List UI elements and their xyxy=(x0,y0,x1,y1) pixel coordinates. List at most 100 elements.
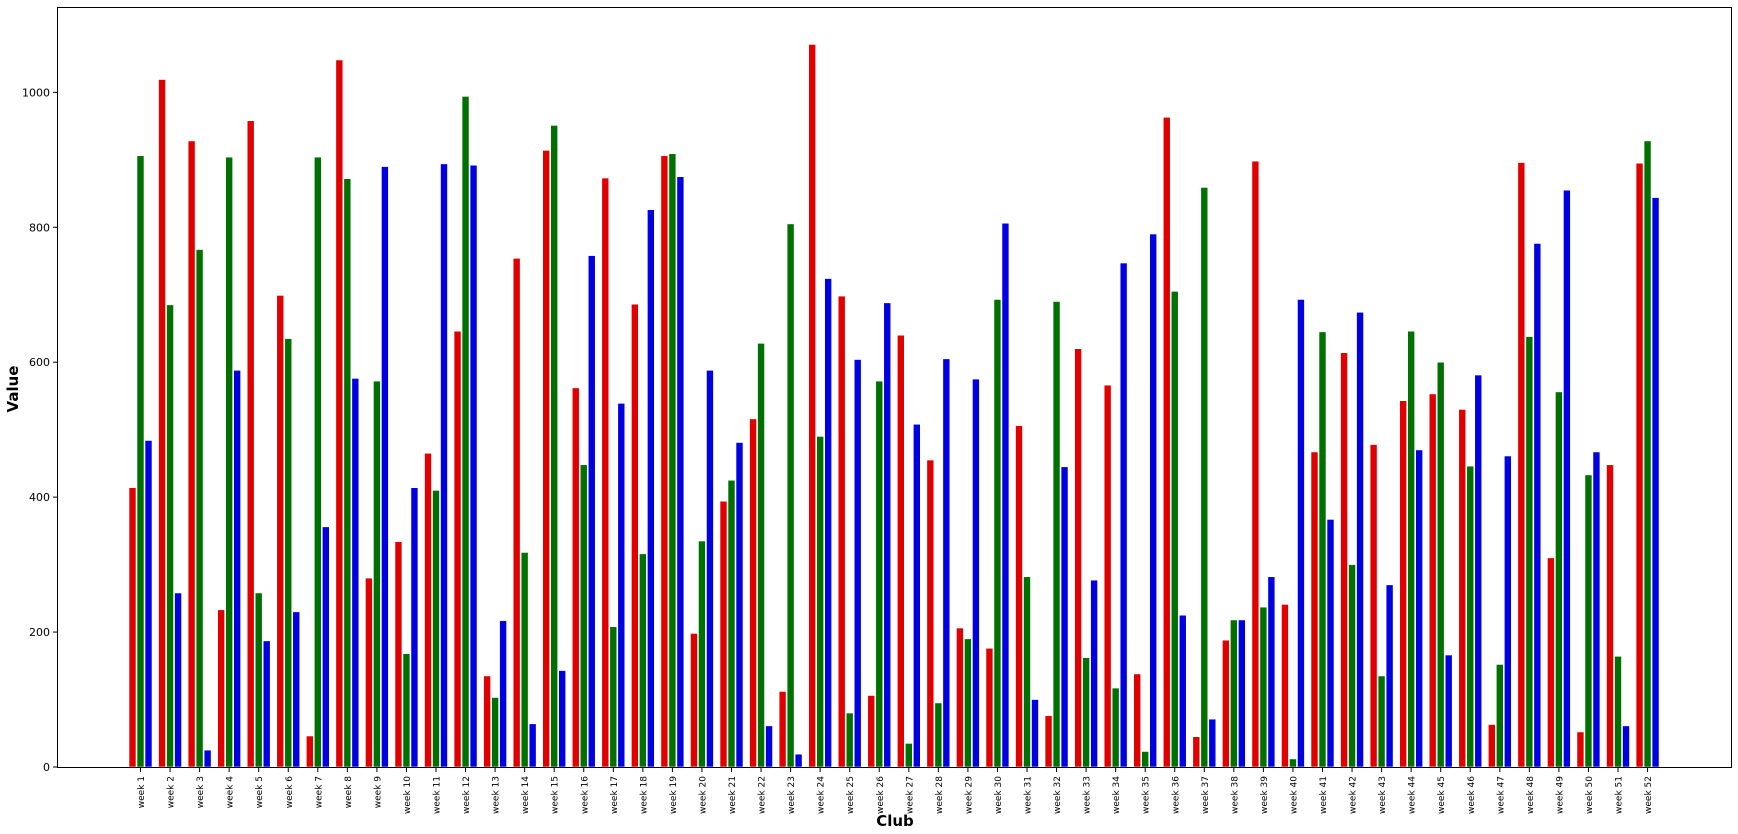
bar-s1-week-38 xyxy=(1222,639,1230,768)
bar-s2-week-50 xyxy=(1584,474,1593,768)
bar-s1-week-50 xyxy=(1576,731,1585,768)
bar-s2-week-39 xyxy=(1259,606,1268,768)
x-tick-label: week 17 xyxy=(610,776,620,814)
y-tick-label: 400 xyxy=(29,491,50,504)
bar-s1-week-2 xyxy=(158,79,166,768)
bar-s1-week-48 xyxy=(1517,162,1526,768)
bar-s3-week-52 xyxy=(1651,197,1660,768)
bar-s1-week-42 xyxy=(1340,352,1348,768)
x-tick-label: week 28 xyxy=(935,776,945,814)
y-axis-ticks: 0 200 400 600 800 1000 xyxy=(22,86,58,774)
bar-s3-week-44 xyxy=(1415,449,1423,768)
x-tick-label: week 32 xyxy=(1053,776,1063,814)
bar-s3-week-34 xyxy=(1119,262,1128,768)
bar-s3-week-18 xyxy=(647,209,655,768)
bar-s1-week-34 xyxy=(1103,384,1112,768)
y-tick-label: 0 xyxy=(43,761,50,774)
bar-s1-week-12 xyxy=(453,330,462,768)
bar-s3-week-32 xyxy=(1060,466,1069,768)
bar-s3-week-9 xyxy=(381,166,389,768)
x-tick-label: week 41 xyxy=(1319,776,1329,814)
x-tick-label: week 8 xyxy=(344,776,354,809)
bar-s1-week-46 xyxy=(1458,409,1467,768)
bar-s3-week-48 xyxy=(1533,243,1542,768)
bar-s3-week-37 xyxy=(1208,718,1217,768)
bar-s3-week-42 xyxy=(1356,311,1364,768)
x-tick-label: week 1 xyxy=(137,776,147,808)
bar-s3-week-49 xyxy=(1563,189,1571,768)
bar-s1-week-29 xyxy=(956,627,964,768)
bar-s1-week-30 xyxy=(985,647,994,768)
x-tick-label: week 45 xyxy=(1437,776,1447,814)
x-tick-label: week 51 xyxy=(1615,776,1625,814)
y-tick-label: 200 xyxy=(29,626,50,639)
bar-s1-week-40 xyxy=(1281,604,1289,768)
bar-s1-week-23 xyxy=(778,691,787,768)
x-tick-label: week 43 xyxy=(1378,776,1388,814)
bar-s3-week-26 xyxy=(883,302,892,768)
bar-s3-week-10 xyxy=(410,487,419,768)
bar-s3-week-46 xyxy=(1474,374,1483,768)
bar-s2-week-38 xyxy=(1230,619,1238,768)
x-tick-label: week 40 xyxy=(1289,776,1299,814)
bar-s3-week-17 xyxy=(617,403,626,768)
bar-s2-week-48 xyxy=(1525,336,1534,768)
bar-s3-week-16 xyxy=(587,255,596,768)
bar-s2-week-14 xyxy=(520,552,529,768)
x-tick-label: week 13 xyxy=(492,776,502,814)
x-tick-label: week 18 xyxy=(639,776,649,814)
bar-s3-week-27 xyxy=(912,423,921,768)
bar-s3-week-14 xyxy=(528,723,537,768)
bar-s2-week-16 xyxy=(579,464,588,768)
bar-s2-week-22 xyxy=(757,343,765,768)
bar-s2-week-7 xyxy=(313,156,322,768)
bar-s2-week-11 xyxy=(432,490,440,768)
x-tick-label: week 10 xyxy=(403,776,413,814)
bar-s1-week-21 xyxy=(719,500,728,768)
bar-s3-week-41 xyxy=(1326,519,1335,768)
bar-s2-week-52 xyxy=(1643,140,1652,768)
x-tick-label: week 29 xyxy=(964,776,974,814)
bar-s2-week-1 xyxy=(136,155,145,768)
x-tick-label: week 4 xyxy=(226,776,236,809)
bar-s2-week-26 xyxy=(875,380,884,768)
bar-s3-week-19 xyxy=(676,176,685,768)
bar-s3-week-5 xyxy=(262,640,271,768)
bar-s3-week-47 xyxy=(1504,455,1512,768)
x-axis-title: Club xyxy=(876,812,914,830)
bar-s3-week-33 xyxy=(1090,579,1098,768)
bar-s2-week-44 xyxy=(1407,330,1415,768)
bar-s2-week-9 xyxy=(373,380,381,768)
bar-s2-week-33 xyxy=(1082,657,1090,768)
bar-s3-week-13 xyxy=(499,620,507,768)
x-tick-label: week 9 xyxy=(373,776,383,809)
bar-s1-week-7 xyxy=(305,735,314,768)
x-tick-label: week 33 xyxy=(1083,776,1093,814)
bar-s2-week-15 xyxy=(550,125,559,768)
x-tick-label: week 16 xyxy=(580,776,590,814)
x-tick-label: week 25 xyxy=(846,776,856,814)
bar-s1-week-16 xyxy=(571,387,580,768)
x-tick-label: week 46 xyxy=(1467,776,1477,814)
x-tick-label: week 26 xyxy=(876,776,886,814)
bar-s2-week-43 xyxy=(1377,675,1386,768)
bar-s2-week-49 xyxy=(1555,391,1563,768)
bar-s1-week-3 xyxy=(187,140,196,768)
bar-s2-week-42 xyxy=(1348,564,1356,768)
x-tick-label: week 47 xyxy=(1496,776,1506,814)
bar-s1-week-4 xyxy=(217,609,225,768)
bar-s1-week-22 xyxy=(749,418,757,768)
bar-s2-week-46 xyxy=(1466,465,1475,768)
x-tick-label: week 24 xyxy=(817,776,827,814)
bar-s3-week-39 xyxy=(1267,576,1276,768)
bar-s2-week-27 xyxy=(904,743,913,768)
x-tick-label: week 2 xyxy=(167,776,177,808)
bar-s2-week-37 xyxy=(1200,187,1209,768)
bar-s1-week-52 xyxy=(1635,162,1644,768)
x-tick-label: week 11 xyxy=(433,776,443,814)
x-tick-label: week 38 xyxy=(1230,776,1240,814)
bar-s3-week-45 xyxy=(1444,654,1453,768)
bar-s3-week-2 xyxy=(174,592,182,768)
bar-s2-week-20 xyxy=(698,540,706,768)
